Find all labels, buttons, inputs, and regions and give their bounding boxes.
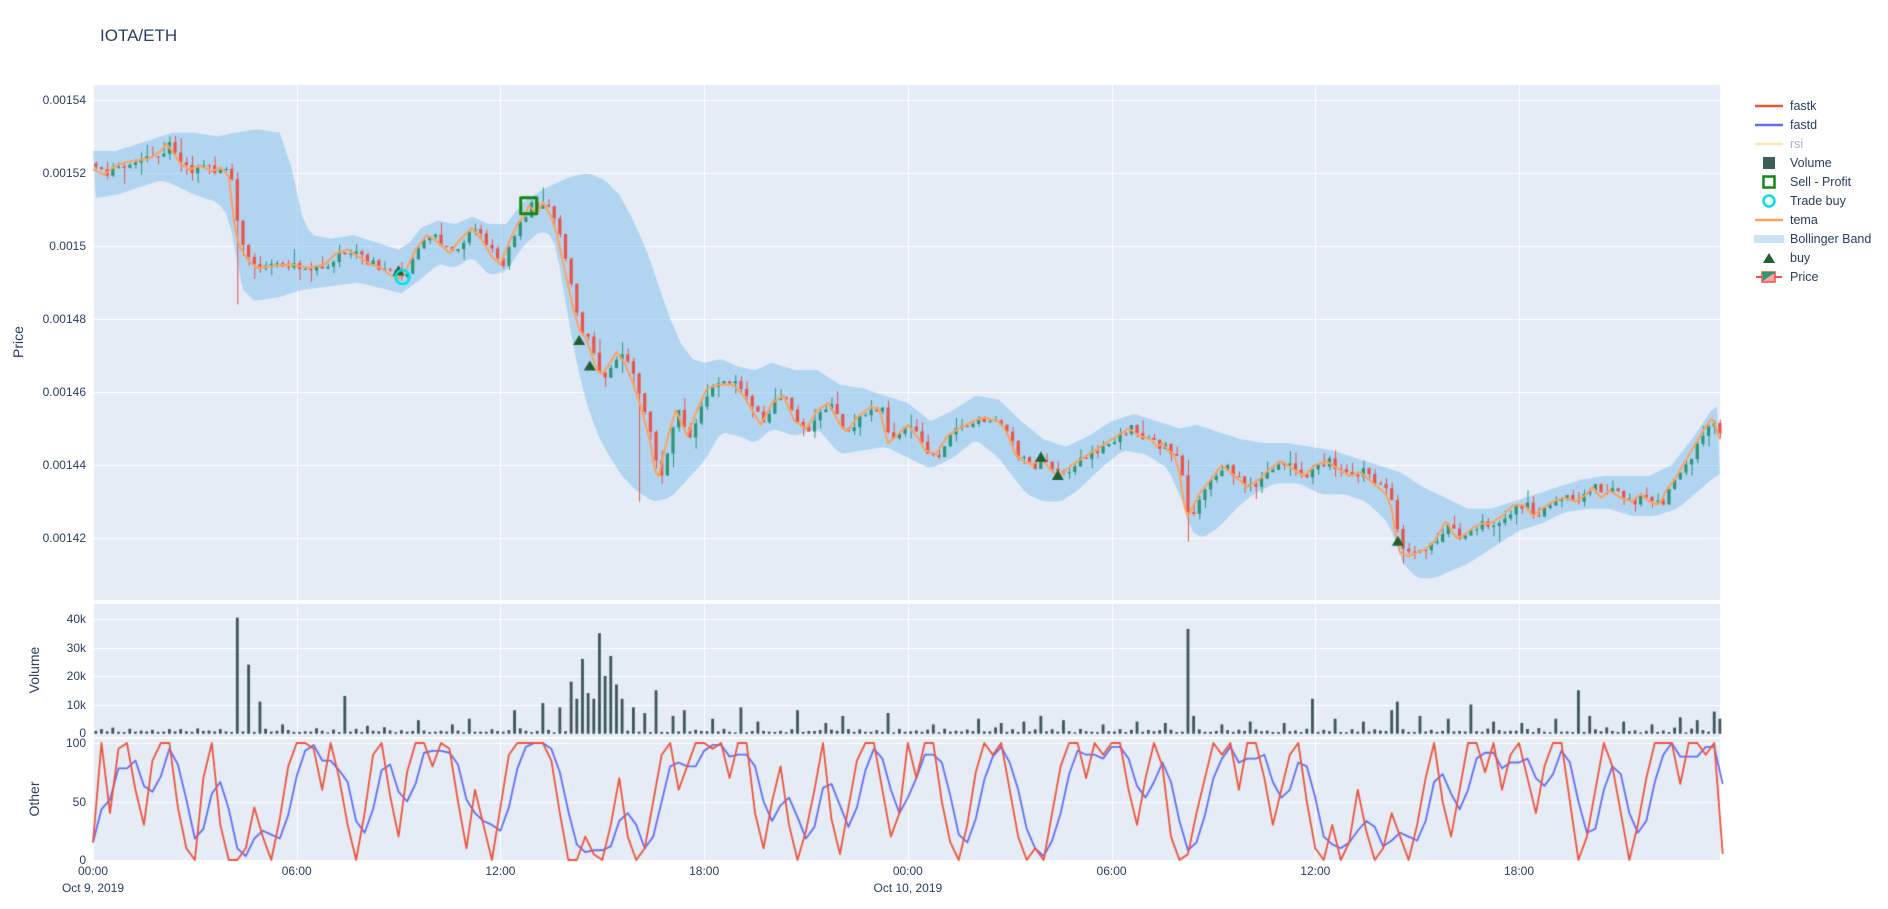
legend: fastk fastd rsi Volume Sell - Profit Trade bu… xyxy=(1752,96,1886,286)
legend-item-label: Price xyxy=(1790,269,1819,284)
x-tick-label: 06:00 xyxy=(1096,864,1127,878)
legend-item-label: Trade buy xyxy=(1790,193,1846,208)
price-tick-label: 0.0015 xyxy=(49,239,86,253)
x-tick-label: 12:00 xyxy=(1300,864,1331,878)
other-tick-label: 100 xyxy=(65,736,86,750)
legend-item-buy[interactable]: buy xyxy=(1752,248,1886,267)
legend-item-label: Bollinger Band xyxy=(1790,231,1872,246)
chart-title: IOTA/ETH xyxy=(100,26,178,45)
price-tick-label: 0.00154 xyxy=(42,93,86,107)
price-tick-label: 0.00144 xyxy=(42,458,86,472)
other-tick-label: 0 xyxy=(79,853,86,867)
legend-item-label: Volume xyxy=(1790,155,1832,170)
legend-item-label: Sell - Profit xyxy=(1790,174,1852,189)
legend-item-tema[interactable]: tema xyxy=(1752,210,1886,229)
x-tick-label: 12:00 xyxy=(485,864,516,878)
legend-line-icon xyxy=(1752,119,1786,131)
legend-open-square-icon xyxy=(1752,174,1786,190)
price-tick-label: 0.00142 xyxy=(42,531,86,545)
legend-line-icon xyxy=(1752,214,1786,226)
legend-band-icon xyxy=(1752,233,1786,245)
legend-triangle-icon xyxy=(1752,252,1786,264)
legend-item-fastk[interactable]: fastk xyxy=(1752,96,1886,115)
other-tick-label: 50 xyxy=(72,794,86,809)
legend-open-circle-icon xyxy=(1752,193,1786,209)
x-date-label: Oct 9, 2019 xyxy=(61,881,125,895)
legend-item-label: rsi xyxy=(1790,136,1804,151)
legend-item-fastd[interactable]: fastd xyxy=(1752,115,1886,134)
legend-item-rsi[interactable]: rsi xyxy=(1752,134,1886,153)
legend-line-icon xyxy=(1752,138,1786,150)
legend-item-bollinger-band[interactable]: Bollinger Band xyxy=(1752,229,1886,248)
legend-item-volume[interactable]: Volume xyxy=(1752,153,1886,172)
volume-tick-label: 40k xyxy=(66,612,86,626)
legend-item-label: fastk xyxy=(1790,98,1817,113)
legend-line-icon xyxy=(1752,100,1786,112)
x-tick-label: 00:00 xyxy=(77,864,109,878)
x-tick-label: 18:00 xyxy=(689,864,720,878)
legend-item-sell-profit[interactable]: Sell - Profit xyxy=(1752,172,1886,191)
price-tick-label: 0.00146 xyxy=(42,385,86,399)
legend-item-trade-buy[interactable]: Trade buy xyxy=(1752,191,1886,210)
x-date-label: Oct 10, 2019 xyxy=(873,881,943,895)
legend-item-label: fastd xyxy=(1790,117,1818,132)
legend-item-label: tema xyxy=(1790,212,1818,227)
price-tick-label: 0.00148 xyxy=(42,312,86,326)
volume-tick-label: 20k xyxy=(66,669,86,683)
volume-tick-label: 0 xyxy=(79,726,86,740)
legend-square-icon xyxy=(1752,156,1786,170)
x-tick-label: 00:00 xyxy=(892,864,923,878)
x-tick-label: 18:00 xyxy=(1503,864,1535,878)
legend-item-label: buy xyxy=(1790,250,1811,265)
price-tick-label: 0.00152 xyxy=(42,166,86,180)
legend-candle-icon xyxy=(1752,270,1786,284)
volume-tick-label: 30k xyxy=(66,640,86,655)
legend-item-price[interactable]: Price xyxy=(1752,267,1886,286)
x-tick-label: 06:00 xyxy=(281,864,312,878)
volume-tick-label: 10k xyxy=(66,697,86,712)
